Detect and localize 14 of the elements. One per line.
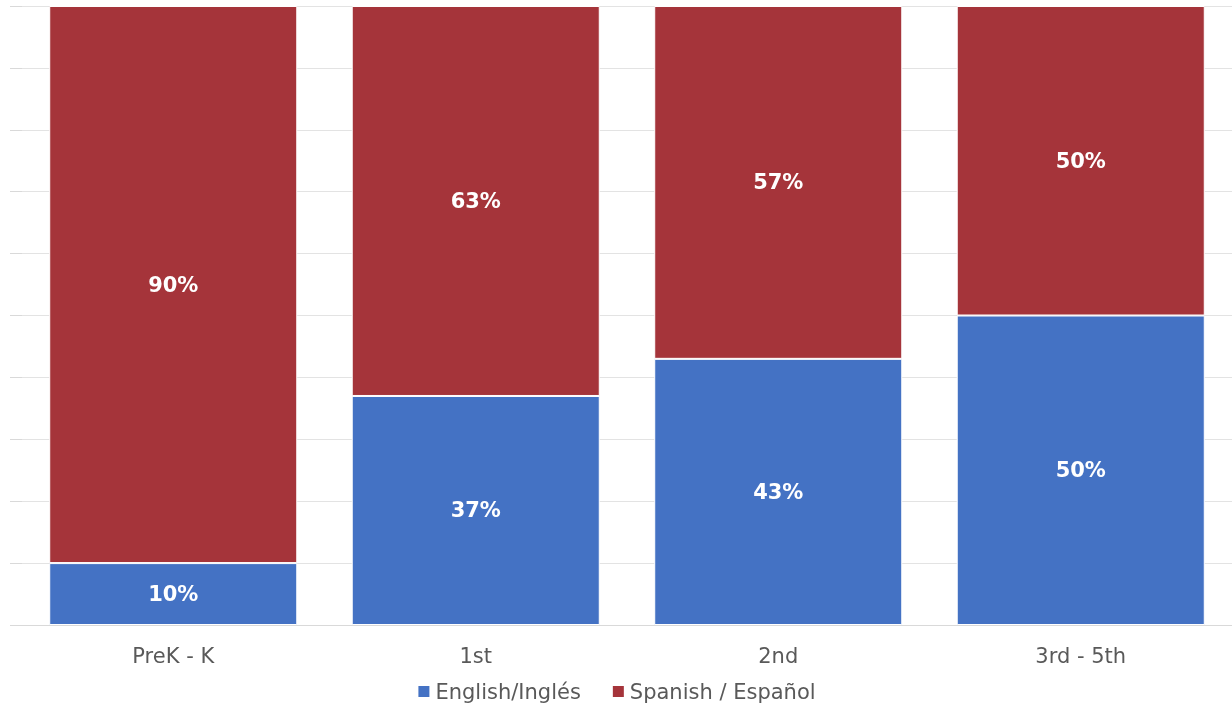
data-label: 10% (148, 582, 199, 607)
data-label: 90% (148, 272, 199, 297)
x-tick-label: 1st (459, 643, 493, 668)
data-label: 50% (1055, 458, 1106, 483)
data-label: 37% (450, 498, 501, 523)
legend-label: English/Inglés (435, 679, 581, 704)
legend-label: Spanish / Español (629, 679, 816, 704)
data-label: 43% (753, 479, 804, 504)
x-tick-label: 2nd (758, 643, 799, 668)
data-label: 57% (753, 170, 804, 195)
data-label: 63% (450, 188, 501, 213)
x-tick-label: 3rd - 5th (1035, 643, 1127, 668)
data-label: 50% (1055, 148, 1106, 173)
x-tick-label: PreK - K (132, 643, 216, 668)
